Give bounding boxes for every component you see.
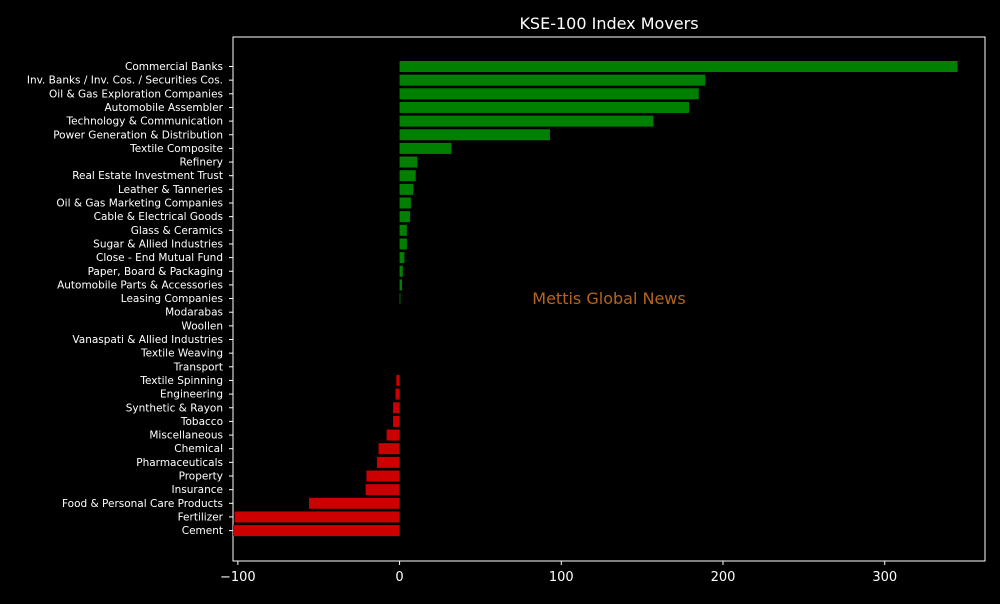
category-label-textile-spinning: Textile Spinning (139, 375, 223, 387)
category-label-property: Property (179, 471, 223, 483)
category-label-power-generation-distribution: Power Generation & Distribution (53, 129, 223, 141)
category-label-woollen: Woollen (181, 320, 223, 332)
bar-synthetic-rayon (393, 402, 400, 414)
category-label-leather-tanneries: Leather & Tanneries (118, 184, 223, 196)
bar-engineering (395, 388, 400, 400)
bar-tobacco (393, 415, 400, 427)
bar-fertilizer (234, 511, 400, 523)
category-label-modarabas: Modarabas (165, 307, 223, 319)
category-label-pharmaceuticals: Pharmaceuticals (136, 457, 223, 469)
bar-oil-gas-exploration-companies (399, 88, 699, 100)
chart-title: KSE-100 Index Movers (519, 14, 698, 33)
category-label-inv-banks-inv-cos-securities-cos: Inv. Banks / Inv. Cos. / Securities Cos. (27, 75, 223, 87)
bar-pharmaceuticals (376, 456, 400, 468)
category-label-glass-ceramics: Glass & Ceramics (131, 225, 223, 237)
bar-glass-ceramics (399, 224, 407, 236)
category-label-chemical: Chemical (174, 443, 223, 455)
category-label-automobile-assembler: Automobile Assembler (105, 102, 224, 114)
category-label-oil-gas-exploration-companies: Oil & Gas Exploration Companies (49, 88, 223, 100)
bar-close-end-mutual-fund (399, 252, 405, 264)
category-label-miscellaneous: Miscellaneous (149, 430, 223, 442)
bar-textile-composite (399, 142, 452, 154)
category-label-leasing-companies: Leasing Companies (121, 293, 223, 305)
x-tick-label: −100 (220, 570, 256, 585)
bar-refinery (399, 156, 418, 168)
category-label-food-personal-care-products: Food & Personal Care Products (62, 498, 223, 510)
x-tick-label: 0 (395, 570, 403, 585)
category-label-refinery: Refinery (179, 157, 223, 169)
bar-leather-tanneries (399, 183, 414, 195)
x-tick-label: 200 (711, 570, 736, 585)
bar-paper-board-packaging (399, 265, 403, 277)
x-axis: −100 0 100 200 300 (220, 561, 897, 585)
category-label-tobacco: Tobacco (180, 416, 223, 428)
category-label-close-end-mutual-fund: Close - End Mutual Fund (96, 252, 223, 264)
bar-leasing-companies (399, 293, 401, 305)
bar-oil-gas-marketing-companies (399, 197, 411, 209)
bar-cement (233, 525, 400, 537)
x-tick-label: 300 (872, 570, 897, 585)
bar-real-estate-investment-trust (399, 170, 416, 182)
bars (233, 61, 958, 537)
bar-miscellaneous (386, 429, 400, 441)
category-label-fertilizer: Fertilizer (178, 511, 224, 523)
category-label-vanaspati-allied-industries: Vanaspati & Allied Industries (72, 334, 223, 346)
bar-automobile-parts-accessories (399, 279, 402, 291)
category-label-technology-communication: Technology & Communication (66, 116, 223, 128)
bar-technology-communication (399, 115, 654, 127)
bar-textile-spinning (396, 374, 400, 386)
bar-automobile-assembler (399, 101, 690, 113)
watermark-text: Mettis Global News (532, 289, 685, 308)
bar-cable-electrical-goods (399, 211, 411, 223)
category-label-commercial-banks: Commercial Banks (125, 61, 223, 73)
category-label-cement: Cement (182, 525, 223, 537)
bar-chemical (378, 443, 400, 455)
category-label-transport: Transport (173, 361, 223, 373)
bar-insurance (365, 484, 400, 496)
category-label-sugar-allied-industries: Sugar & Allied Industries (93, 238, 223, 250)
bar-food-personal-care-products (309, 497, 400, 509)
bar-property (366, 470, 400, 482)
category-label-cable-electrical-goods: Cable & Electrical Goods (94, 211, 223, 223)
x-tick-label: 100 (549, 570, 574, 585)
bar-sugar-allied-industries (399, 238, 407, 250)
category-labels: Commercial Banks Inv. Banks / Inv. Cos. /… (27, 61, 233, 537)
bar-inv-banks-inv-cos-securities-cos (399, 74, 706, 86)
category-label-engineering: Engineering (160, 389, 223, 401)
category-label-real-estate-investment-trust: Real Estate Investment Trust (72, 170, 223, 182)
category-label-insurance: Insurance (171, 484, 223, 496)
category-label-paper-board-packaging: Paper, Board & Packaging (88, 266, 223, 278)
category-label-textile-composite: Textile Composite (129, 143, 223, 155)
bar-power-generation-distribution (399, 129, 550, 141)
category-label-textile-weaving: Textile Weaving (140, 348, 223, 360)
bar-commercial-banks (399, 61, 958, 72)
category-label-synthetic-rayon: Synthetic & Rayon (126, 402, 223, 414)
category-label-oil-gas-marketing-companies: Oil & Gas Marketing Companies (56, 198, 223, 210)
category-label-automobile-parts-accessories: Automobile Parts & Accessories (57, 279, 223, 291)
